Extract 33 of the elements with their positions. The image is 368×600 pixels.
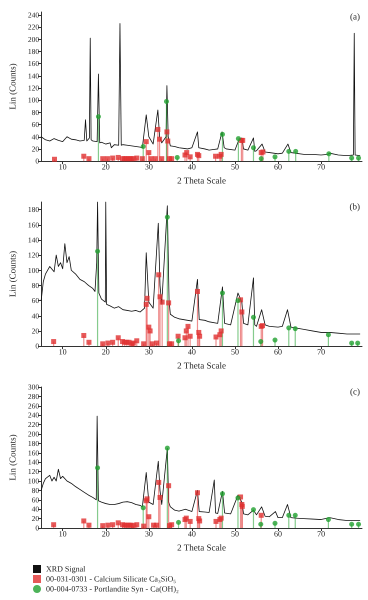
x-tick-label: 30 xyxy=(144,162,153,172)
x-tick-label: 20 xyxy=(102,162,110,172)
x-tick-label: 70 xyxy=(317,162,326,172)
legend-label: 00-004-0733 - Portlandite Syn - Ca(OH)₂ xyxy=(46,584,179,594)
x-tick-label: 50 xyxy=(230,348,239,357)
x-tick-label: 20 xyxy=(102,348,110,357)
annotation: (a) xyxy=(350,12,360,22)
x-tick-label: 50 xyxy=(230,162,239,172)
legend-label: 00-031-0301 - Calcium Silicate Ca₃SiO₅ xyxy=(46,574,176,584)
x-tick-label: 40 xyxy=(188,162,196,172)
x-axis-title: 2 Theta Scale xyxy=(177,542,226,552)
x-tick-label: 30 xyxy=(144,530,153,538)
x-tick-label: 20 xyxy=(102,530,110,538)
x-tick-label: 30 xyxy=(144,348,153,357)
x-tick-label: 40 xyxy=(188,530,196,538)
x-tick-label: 70 xyxy=(317,348,326,357)
x-tick-label: 60 xyxy=(274,162,282,172)
x-tick-label: 10 xyxy=(58,348,67,357)
x-axis-title: 2 Theta Scale xyxy=(177,360,226,370)
x-tick-label: 60 xyxy=(274,530,282,538)
y-axis-title: Lin (Counts) xyxy=(8,63,18,110)
x-tick-label: 40 xyxy=(188,348,196,357)
annotation: (b) xyxy=(350,202,360,212)
annotation: (c) xyxy=(350,386,360,396)
x-tick-label: 70 xyxy=(317,530,326,538)
x-tick-label: 10 xyxy=(58,530,67,538)
x-tick-label: 60 xyxy=(274,348,282,357)
x-axis-title: 2 Theta Scale xyxy=(177,176,226,186)
legend-label: XRD Signal xyxy=(46,564,86,574)
x-tick-label: 10 xyxy=(58,162,67,172)
y-axis-title: Lin (Counts) xyxy=(8,434,18,481)
x-tick-label: 50 xyxy=(230,530,239,538)
y-axis-title: Lin (Counts) xyxy=(8,250,18,298)
